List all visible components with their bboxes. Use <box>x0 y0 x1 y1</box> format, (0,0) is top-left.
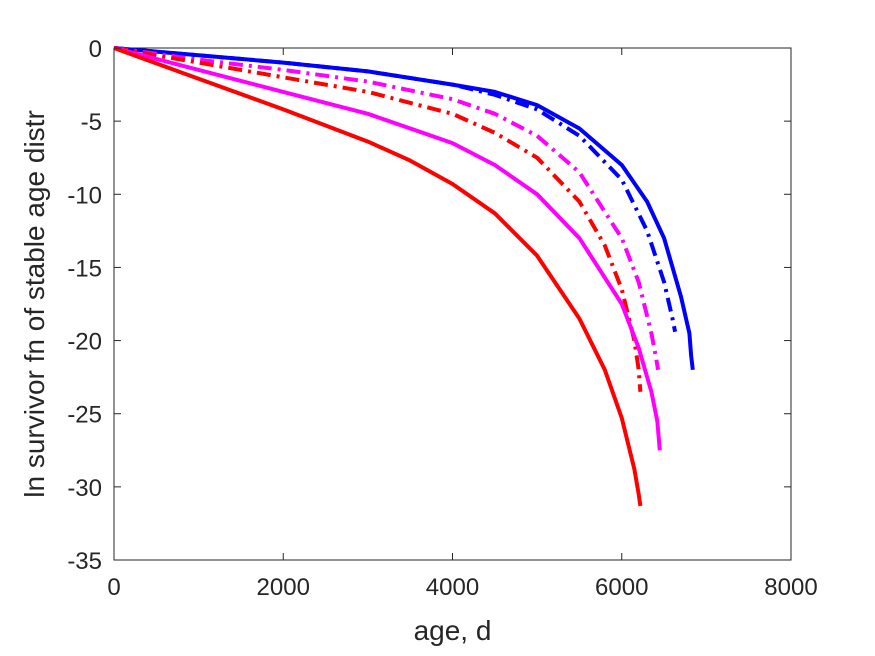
y-tick-label: -30 <box>67 475 102 502</box>
y-tick-label: -25 <box>67 402 102 429</box>
y-tick-label: -10 <box>67 182 102 209</box>
x-tick-label: 0 <box>107 574 120 601</box>
series-line-1 <box>113 46 695 371</box>
x-tick-label: 8000 <box>764 574 817 601</box>
y-tick-label: -20 <box>67 329 102 356</box>
y-axis-label: ln survivor fn of stable age distr <box>19 110 50 498</box>
series-line-3 <box>113 46 661 371</box>
x-tick-label: 2000 <box>257 574 310 601</box>
axis-layer: 0 2000 4000 6000 8000 0 -5 -10 -15 -20 -25 -30 -35 <box>67 36 817 601</box>
plot-area <box>113 47 792 561</box>
y-tick-label: 0 <box>89 36 102 63</box>
y-tick-label: -35 <box>67 548 102 575</box>
y-tick-label: -15 <box>67 255 102 282</box>
series-line-2 <box>113 46 678 333</box>
x-tick-label: 6000 <box>595 574 648 601</box>
x-axis-label: age, d <box>414 615 492 646</box>
series-layer <box>113 46 695 507</box>
series-line-6 <box>113 46 643 507</box>
series-line-5 <box>113 46 662 451</box>
x-tick-label: 4000 <box>426 574 479 601</box>
y-tick-label: -5 <box>81 109 102 136</box>
